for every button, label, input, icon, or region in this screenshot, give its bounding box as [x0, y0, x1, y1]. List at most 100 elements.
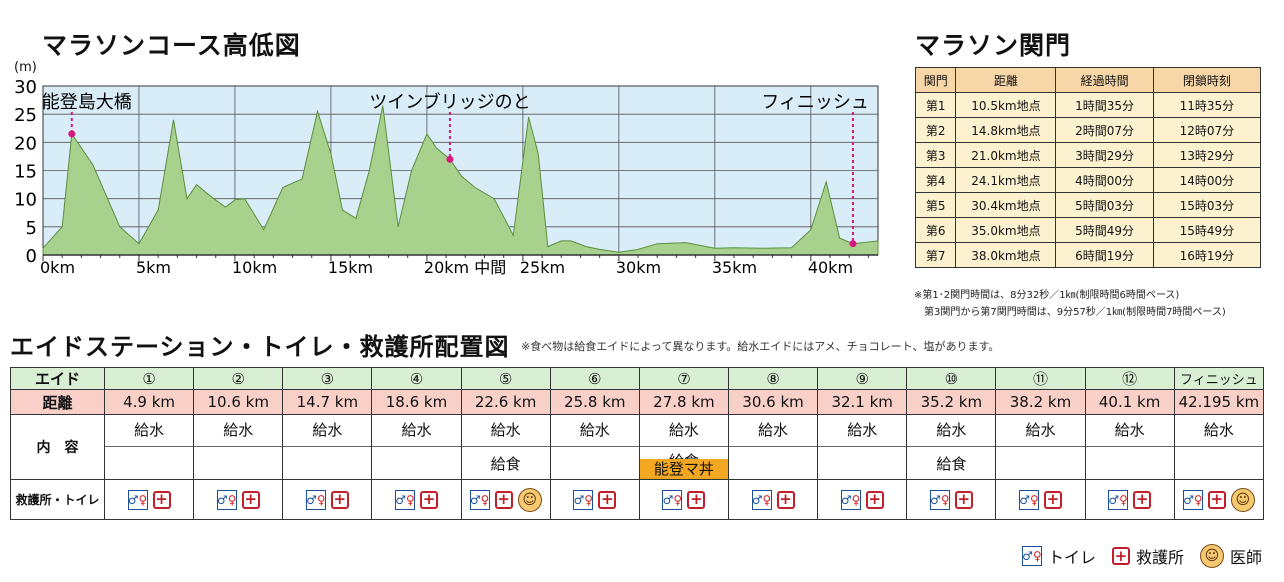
- cutoff-note-1: ※第1･2関門時間は、8分32秒／1㎞(制限時間6時間ペース): [914, 290, 1180, 301]
- cutoff-distance: 21.0km地点: [955, 142, 1057, 168]
- elevation-area: [42, 105, 879, 256]
- aid-row-station: エイド ① ② ③ ④ ⑤ ⑥ ⑦ ⑧ ⑨ ⑩ ⑪ ⑫ フィニッシュ: [10, 367, 1265, 390]
- cutoff-closing: 15時03分: [1152, 192, 1262, 218]
- x-tick-label: 30km: [616, 258, 661, 277]
- doctor-icon: ☺: [517, 487, 542, 512]
- elevation-unit: (m): [14, 60, 37, 75]
- first-aid-icon: +: [152, 490, 171, 509]
- cutoff-closing: 14時00分: [1152, 167, 1262, 193]
- aid-station-facilities: ♂ ♀ +: [193, 479, 284, 520]
- water-label: 給水: [194, 415, 283, 447]
- water-label: 給水: [1085, 415, 1174, 447]
- aid-station-facilities: ♂ ♀ +: [727, 479, 819, 520]
- cutoff-gate: 第5: [914, 192, 957, 218]
- row-label-distance: 距離: [10, 389, 105, 415]
- y-tick-label: 5: [26, 218, 37, 239]
- aid-station-facilities: ♂ ♀ +: [1084, 479, 1175, 520]
- cutoff-row: 第7 38.0km地点 6時間19分 16時19分: [914, 242, 1262, 268]
- cutoff-row: 第1 10.5km地点 1時間35分 11時35分: [914, 92, 1262, 118]
- x-tick-label: 0km: [40, 258, 75, 277]
- aid-row-distance: 距離 4.9 km 10.6 km 14.7 km 18.6 km 22.6 km 25.…: [10, 389, 1265, 415]
- aid-station-content: 給水: [1084, 414, 1175, 480]
- cutoff-elapsed: 5時間49分: [1055, 217, 1154, 243]
- toilet-icon: ♂ ♀: [1021, 546, 1042, 566]
- cutoff-closing: 13時29分: [1152, 142, 1262, 168]
- toilet-icon: ♂ ♀: [394, 489, 415, 510]
- landmark-marker: [849, 240, 857, 248]
- y-tick-label: 15: [14, 162, 37, 183]
- aid-station-id: ⑫: [1084, 367, 1175, 390]
- first-aid-icon: +: [1111, 547, 1130, 565]
- cutoff-note-2: 第3関門から第7関門時間は、9分57秒／1㎞(制限時間7時間ペース): [924, 307, 1226, 318]
- aid-station-facilities: ♂ ♀ +: [906, 479, 997, 520]
- cutoff-gate: 第2: [914, 117, 957, 143]
- legend-toilet-label: トイレ: [1047, 548, 1096, 567]
- water-label: 給水: [996, 415, 1085, 447]
- aid-station-facilities: ♂ ♀ +: [282, 479, 373, 520]
- y-tick-label: 0: [26, 246, 37, 267]
- aid-station-distance: 40.1 km: [1084, 389, 1175, 415]
- cutoff-row: 第3 21.0km地点 3時間29分 13時29分: [914, 142, 1262, 168]
- first-aid-icon: +: [330, 490, 349, 509]
- aid-station-distance: 22.6 km: [460, 389, 551, 415]
- aid-station-content: 給水: [103, 414, 195, 480]
- aid-station-facilities: ♂ ♀ +: [638, 479, 729, 520]
- special-food-badge: 能登マ丼: [639, 459, 728, 479]
- cutoff-row: 第5 30.4km地点 5時間03分 15時03分: [914, 192, 1262, 218]
- first-aid-icon: +: [494, 490, 513, 509]
- cutoff-header-closing: 閉鎖時刻: [1152, 67, 1262, 93]
- first-aid-icon: +: [241, 490, 260, 509]
- aid-station-id: フィニッシュ: [1173, 367, 1265, 390]
- aid-station-id: ⑦: [638, 367, 729, 390]
- x-tick-label: 35km: [712, 258, 757, 277]
- toilet-icon: ♂ ♀: [929, 489, 950, 510]
- doctor-icon: ☺: [1230, 487, 1255, 512]
- toilet-icon: ♂ ♀: [840, 489, 861, 510]
- cutoff-gate: 第1: [914, 92, 957, 118]
- aid-station-facilities: ♂ ♀ +: [817, 479, 908, 520]
- y-tick-label: 30: [14, 77, 37, 98]
- cutoff-closing: 15時49分: [1152, 217, 1262, 243]
- aid-row-facility: 救護所・トイレ ♂ ♀ + ♂ ♀ + ♂ ♀ + ♂ ♀ + ♂ ♀ + ☺ ♂ ♀ + ♂ ♀ + ♂ ♀ + ♂ ♀ + ♂ ♀ + ♂…: [10, 479, 1265, 520]
- aid-station-content: 給水: [282, 414, 373, 480]
- toilet-icon: ♂ ♀: [662, 489, 683, 510]
- cutoff-header-row: 関門 距離 経過時間 閉鎖時刻: [914, 67, 1262, 93]
- aid-station-distance: 35.2 km: [906, 389, 997, 415]
- cutoff-gate: 第3: [914, 142, 957, 168]
- x-tick-label: 20km 中間: [424, 258, 506, 277]
- water-label: 給水: [1174, 415, 1263, 447]
- first-aid-icon: +: [776, 490, 795, 509]
- elevation-title: マラソンコース高低図: [42, 31, 301, 60]
- aid-station-id: ⑪: [995, 367, 1086, 390]
- aid-station-facilities: ♂ ♀ + ☺: [460, 479, 551, 520]
- x-tick-label: 25km: [520, 258, 565, 277]
- aid-station-content: 給水: [1173, 414, 1265, 480]
- cutoff-distance: 24.1km地点: [955, 167, 1057, 193]
- landmark-marker: [68, 130, 76, 138]
- aid-station-content: 給水: [549, 414, 640, 480]
- aid-station-facilities: ♂ ♀ +: [995, 479, 1086, 520]
- aid-station-content: 給水 給食: [460, 414, 551, 480]
- row-label-facility: 救護所・トイレ: [10, 479, 105, 520]
- cutoff-gate: 第4: [914, 167, 957, 193]
- aid-station-id: ⑨: [817, 367, 908, 390]
- cutoff-gate: 第7: [914, 242, 957, 268]
- aid-station-content: 給水: [727, 414, 819, 480]
- cutoff-row: 第2 14.8km地点 2時間07分 12時07分: [914, 117, 1262, 143]
- water-label: 給水: [728, 415, 818, 447]
- aid-station-distance: 25.8 km: [549, 389, 640, 415]
- legend-aid-label: 救護所: [1135, 548, 1184, 567]
- first-aid-icon: +: [1207, 490, 1226, 509]
- cutoff-header-distance: 距離: [955, 67, 1057, 93]
- water-label: 給水: [461, 415, 550, 447]
- first-aid-icon: +: [687, 490, 706, 509]
- doctor-icon: ☺: [1199, 544, 1224, 568]
- first-aid-icon: +: [1043, 490, 1062, 509]
- aid-station-content: 給水: [995, 414, 1086, 480]
- x-tick-label: 40km: [808, 258, 853, 277]
- cutoff-distance: 14.8km地点: [955, 117, 1057, 143]
- water-label: 給水: [283, 415, 372, 447]
- aid-station-content: 給水給食能登マ丼: [638, 414, 729, 480]
- cutoff-closing: 16時19分: [1152, 242, 1262, 268]
- aid-title: エイドステーション・トイレ・救護所配置図: [10, 333, 510, 361]
